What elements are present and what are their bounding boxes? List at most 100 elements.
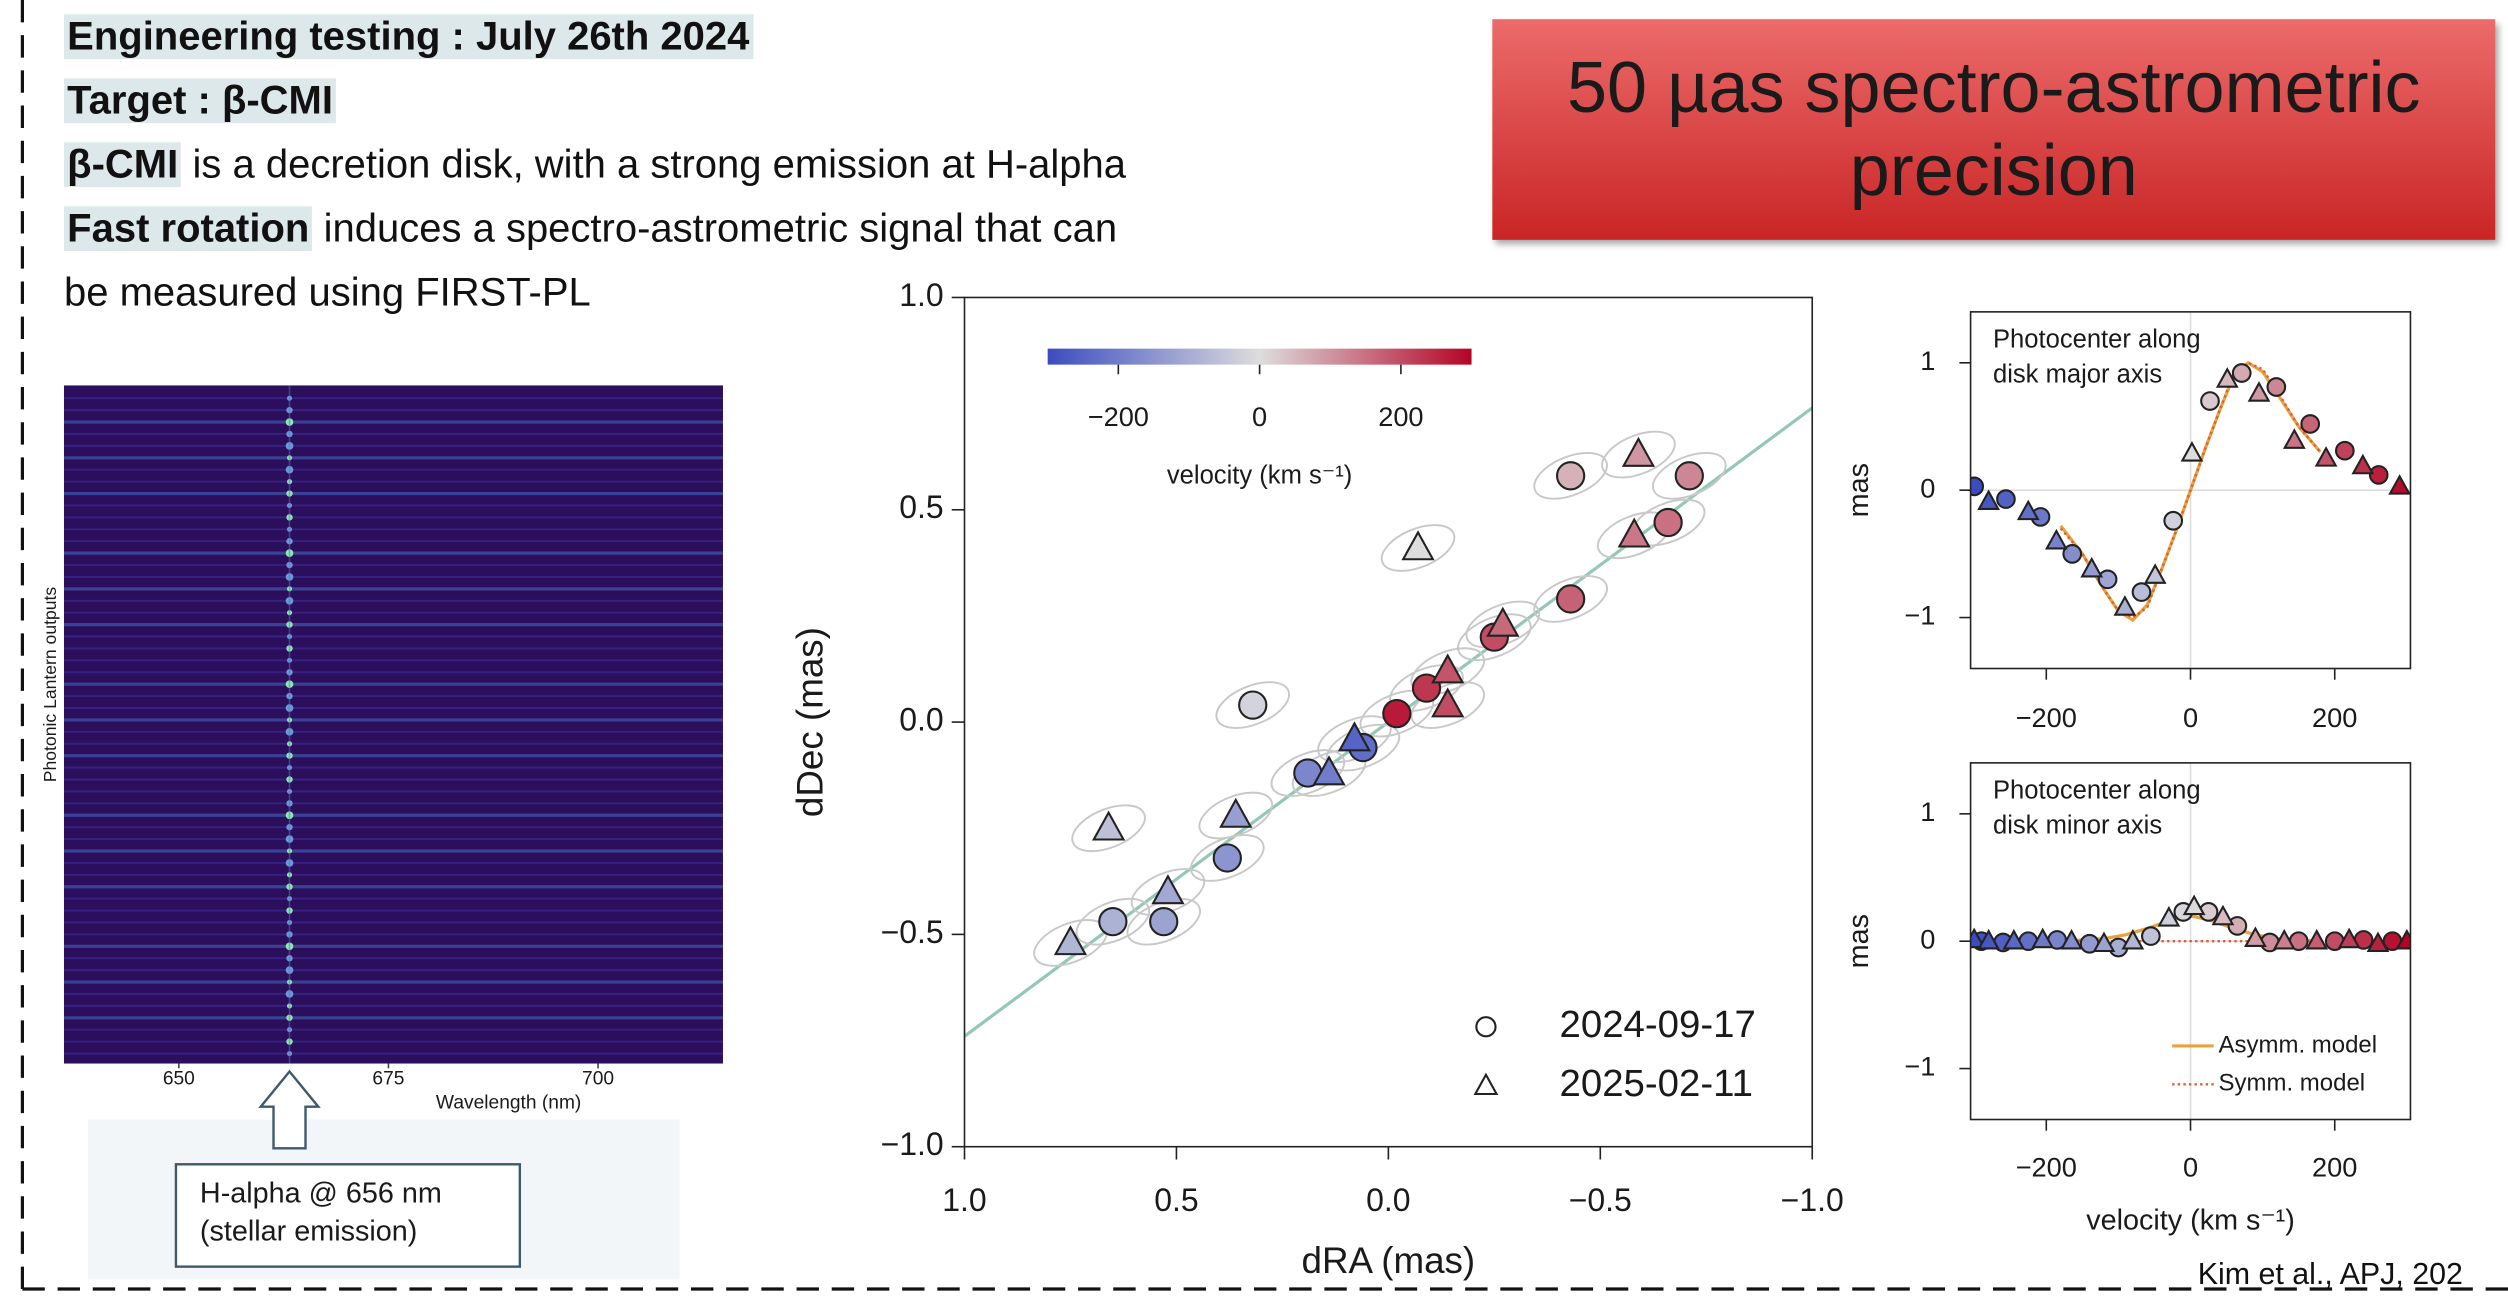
text-line: Fast rotation induces a spectro-astromet… [63, 198, 1440, 262]
data-point [2200, 391, 2220, 411]
colorbar-tick-label: 0 [1252, 401, 1267, 432]
x-tick-label: −1.0 [1781, 1182, 1844, 1218]
highlight-text: β-CMI [63, 142, 182, 188]
error-ellipse [1190, 834, 1265, 882]
data-point [1970, 927, 1986, 949]
highlight-text: Engineering testing : July 26th 2024 [63, 14, 753, 59]
panel-title: Photocenter along [1993, 325, 2201, 353]
data-point [1238, 690, 1268, 720]
colorbar [1047, 348, 1472, 365]
x-tick-label: 0 [2183, 702, 2198, 733]
legend-marker [1473, 1072, 1499, 1096]
y-axis-label: dDec (mas) [789, 627, 830, 817]
legend-label: Asymm. model [2219, 1031, 2378, 1058]
y-axis-label: mas [1843, 463, 1875, 517]
error-ellipse [1533, 575, 1608, 623]
data-point [2305, 928, 2329, 950]
data-point [2244, 926, 2267, 947]
y-tick-label: 0.5 [899, 489, 943, 525]
x-tick-label: 0.5 [1154, 1182, 1198, 1218]
data-point [2337, 927, 2361, 949]
y-tick-label: 0 [1920, 472, 1935, 503]
y-tick-label: 0 [1920, 923, 1935, 954]
data-point [1555, 461, 1586, 491]
data-point [1382, 698, 1412, 729]
data-point [1312, 755, 1346, 786]
data-point [1149, 907, 1179, 937]
data-point [2314, 446, 2338, 467]
data-point [2002, 928, 2026, 950]
error-ellipse [1533, 451, 1608, 500]
x-tick-label: 0.0 [1366, 1182, 1410, 1218]
data-point [2045, 528, 2068, 550]
x-axis-label: Wavelength (nm) [436, 1093, 581, 1114]
model-curve [2059, 361, 2322, 619]
panel-title: Photocenter along [1993, 776, 2201, 804]
x-tick-label: 675 [372, 1069, 404, 1090]
colorbar-tick-label: 200 [1378, 401, 1423, 432]
data-point [2272, 928, 2296, 950]
data-point [2282, 428, 2306, 449]
x-tick-label: 1.0 [942, 1182, 986, 1218]
y-tick-label: −1 [1904, 600, 1935, 631]
data-point [1555, 584, 1586, 614]
x-tick-label: 650 [163, 1069, 195, 1090]
data-point [2121, 928, 2145, 950]
error-ellipse [1071, 804, 1146, 853]
arrow [258, 1069, 321, 1150]
legend-marker [1475, 1016, 1497, 1038]
text-line: Target : β-CMI [63, 70, 1440, 134]
data-point [2366, 931, 2390, 953]
data-point [2266, 377, 2287, 397]
x-axis-label: dRA (mas) [1302, 1240, 1476, 1281]
data-point [2368, 465, 2389, 485]
data-point [2062, 544, 2083, 564]
data-point [1977, 928, 2000, 950]
data-point [1996, 489, 2016, 509]
text-line: β-CMI is a decretion disk, with a strong… [63, 134, 1440, 198]
data-point [1621, 436, 1656, 467]
citation: Kim et al., APJ, 202 [2197, 1258, 2463, 1293]
highlight-text: Fast rotation [63, 206, 313, 252]
data-point [2097, 569, 2118, 590]
y-tick-label: 1 [1920, 796, 1935, 827]
body-text: is a decretion disk, with a strong emiss… [181, 142, 1127, 188]
x-tick-label: −200 [2016, 1151, 2077, 1182]
data-point [2182, 894, 2206, 916]
body-text: be measured using FIRST-PL [63, 270, 591, 316]
body-text: induces a spectro-astrometric signal tha… [312, 206, 1118, 252]
y-tick-label: 1.0 [899, 277, 943, 313]
legend-label: 2025-02-11 [1560, 1062, 1753, 1105]
error-ellipse [1601, 430, 1676, 479]
data-point [2157, 905, 2181, 927]
y-tick-label: −0.5 [881, 914, 944, 950]
colorbar-tick-label: −200 [1088, 401, 1149, 432]
x-tick-label: 700 [582, 1069, 614, 1090]
y-tick-label: 1 [1920, 345, 1935, 376]
y-tick-label: 0.0 [899, 702, 943, 738]
error-ellipse [1215, 681, 1290, 729]
y-axis-label: mas [1843, 914, 1875, 968]
x-tick-label: −0.5 [1569, 1182, 1632, 1218]
x-tick-label: 0 [2183, 1151, 2198, 1182]
data-point [1431, 653, 1465, 684]
y-tick-label: −1.0 [881, 1126, 944, 1162]
data-point [1219, 797, 1253, 828]
x-tick-label: 200 [2312, 1151, 2357, 1182]
data-point [1674, 461, 1704, 491]
y-axis-label: Photonic Lantern outputs [40, 587, 60, 783]
data-point [2247, 381, 2271, 402]
text-line: be measured using FIRST-PL [64, 262, 1440, 326]
data-point [2334, 440, 2355, 461]
annotation-text: (stellar emission) [200, 1216, 417, 1248]
x-axis-label: velocity (km s⁻¹) [2086, 1204, 2295, 1236]
x-tick-label: −200 [2016, 702, 2077, 733]
spectrogram-background [63, 385, 723, 1064]
headline-line: 50 µas spectro-astrometric [1567, 46, 2421, 128]
data-point [2113, 595, 2137, 616]
text-line: Engineering testing : July 26th 2024 [63, 6, 1440, 70]
plot-content [1970, 762, 2411, 1120]
data-point [2060, 928, 2083, 950]
data-point [2388, 474, 2411, 495]
